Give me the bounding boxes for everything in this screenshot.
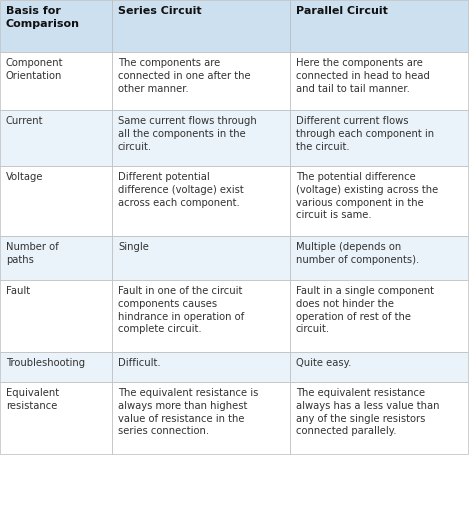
Text: Same current flows through
all the components in the
circuit.: Same current flows through all the compo… — [118, 116, 257, 151]
Bar — [0, 166, 112, 236]
Bar — [290, 110, 468, 166]
Bar — [0, 110, 112, 166]
Text: Fault in a single component
does not hinder the
operation of rest of the
circuit: Fault in a single component does not hin… — [296, 286, 434, 335]
Text: Number of
paths: Number of paths — [6, 242, 59, 265]
Bar — [290, 382, 468, 454]
Bar — [112, 110, 290, 166]
Text: Here the components are
connected in head to head
and tail to tail manner.: Here the components are connected in hea… — [296, 58, 430, 94]
Bar — [112, 236, 290, 280]
Bar — [0, 52, 112, 110]
Text: Multiple (depends on
number of components).: Multiple (depends on number of component… — [296, 242, 419, 265]
Text: The equivalent resistance is
always more than highest
value of resistance in the: The equivalent resistance is always more… — [118, 388, 258, 437]
Text: Troubleshooting: Troubleshooting — [6, 358, 85, 368]
Bar — [290, 0, 468, 52]
Bar — [0, 352, 112, 382]
Bar — [112, 52, 290, 110]
Bar — [112, 280, 290, 352]
Bar — [290, 52, 468, 110]
Text: Different potential
difference (voltage) exist
across each component.: Different potential difference (voltage)… — [118, 172, 244, 208]
Text: The equivalent resistance
always has a less value than
any of the single resisto: The equivalent resistance always has a l… — [296, 388, 439, 437]
Bar — [290, 166, 468, 236]
Bar — [112, 166, 290, 236]
Text: The components are
connected in one after the
other manner.: The components are connected in one afte… — [118, 58, 251, 94]
Text: Basis for
Comparison: Basis for Comparison — [6, 6, 80, 29]
Text: Component
Orientation: Component Orientation — [6, 58, 64, 81]
Bar — [290, 352, 468, 382]
Bar — [290, 280, 468, 352]
Text: Different current flows
through each component in
the circuit.: Different current flows through each com… — [296, 116, 434, 151]
Text: Voltage: Voltage — [6, 172, 44, 182]
Bar — [112, 0, 290, 52]
Bar — [0, 236, 112, 280]
Bar — [112, 352, 290, 382]
Bar — [290, 236, 468, 280]
Text: Difficult.: Difficult. — [118, 358, 161, 368]
Text: Equivalent
resistance: Equivalent resistance — [6, 388, 59, 411]
Text: Fault in one of the circuit
components causes
hindrance in operation of
complete: Fault in one of the circuit components c… — [118, 286, 244, 335]
Bar — [0, 382, 112, 454]
Bar — [0, 0, 112, 52]
Text: Single: Single — [118, 242, 149, 252]
Text: The potential difference
(voltage) existing across the
various component in the
: The potential difference (voltage) exist… — [296, 172, 438, 220]
Text: Quite easy.: Quite easy. — [296, 358, 351, 368]
Text: Current: Current — [6, 116, 44, 126]
Text: Series Circuit: Series Circuit — [118, 6, 201, 16]
Bar — [0, 280, 112, 352]
Text: Parallel Circuit: Parallel Circuit — [296, 6, 388, 16]
Text: Fault: Fault — [6, 286, 30, 296]
Bar — [112, 382, 290, 454]
